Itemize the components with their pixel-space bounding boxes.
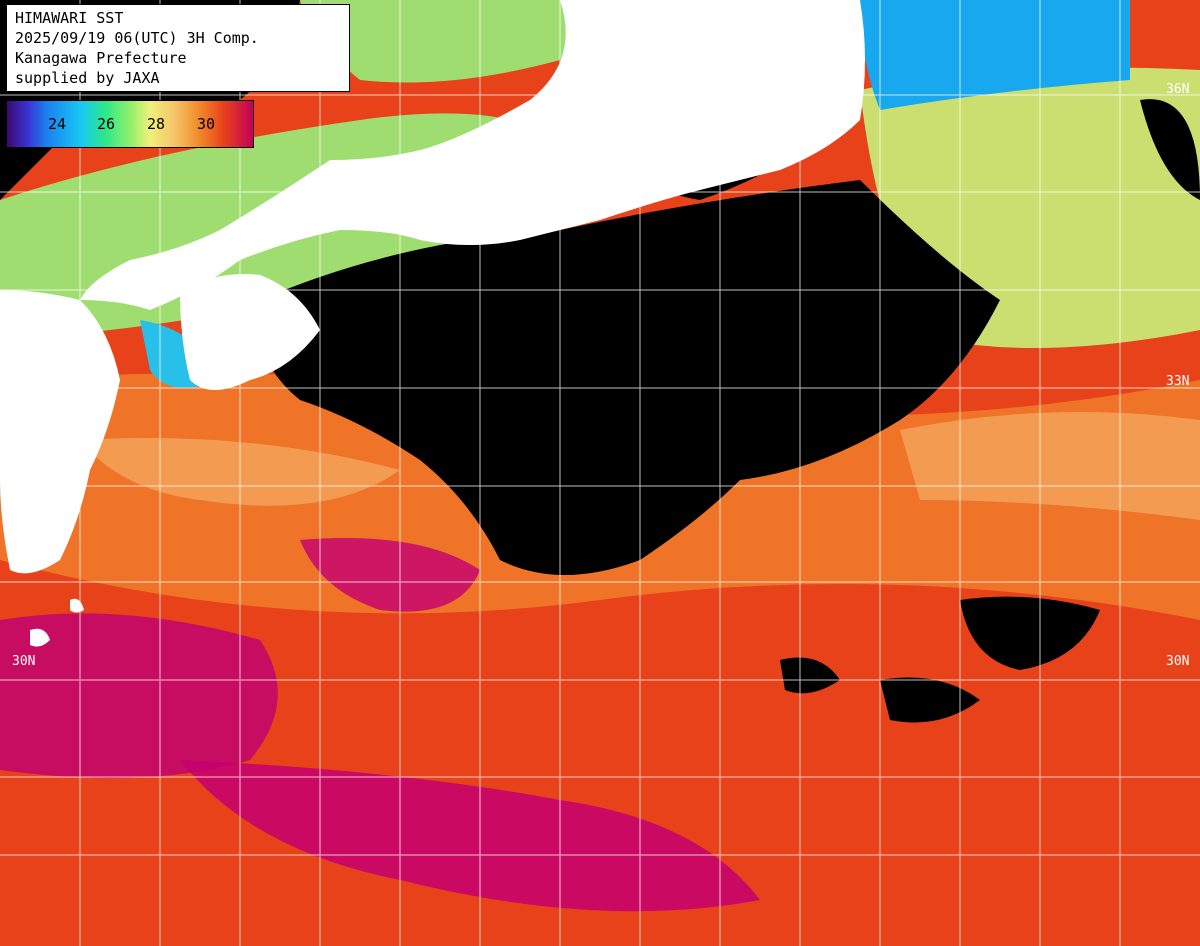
- hot-patch-west: [0, 613, 278, 778]
- hot-patch-center: [300, 538, 480, 612]
- land-island-south: [30, 628, 50, 647]
- lat-label-30n-right: 30N: [1166, 654, 1190, 669]
- colorbar-tick-28: 28: [146, 115, 166, 133]
- map-info-box: HIMAWARI SST 2025/09/19 06(UTC) 3H Comp.…: [6, 4, 350, 92]
- land-honshu: [80, 0, 865, 310]
- cold-water-northeast: [860, 0, 1130, 110]
- lat-label-30n-left: 30N: [12, 654, 36, 669]
- cloud-patch-east3: [780, 657, 840, 694]
- product-date: 2025/09/19 06(UTC) 3H Comp.: [15, 29, 259, 47]
- cloud-patch-east2: [880, 677, 980, 723]
- product-source: supplied by JAXA: [15, 69, 160, 87]
- colorbar-tick-26: 26: [96, 115, 116, 133]
- cloud-patch-east: [960, 596, 1100, 670]
- product-region: Kanagawa Prefecture: [15, 49, 187, 67]
- cloud-patch-far-east: [1140, 99, 1200, 200]
- lat-label-33n-left: 33N: [12, 374, 36, 389]
- lat-label-33n-right: 33N: [1166, 374, 1190, 389]
- product-title: HIMAWARI SST: [15, 9, 124, 27]
- hot-patch-south: [180, 760, 760, 912]
- land-kyushu: [0, 290, 120, 574]
- land-shikoku: [180, 274, 320, 390]
- temperature-colorbar: 24 26 28 30: [6, 100, 254, 148]
- colorbar-tick-24: 24: [47, 115, 67, 133]
- mild-patch-east: [900, 412, 1200, 520]
- lat-label-36n-right: 36N: [1166, 82, 1190, 97]
- cool-band-north: [300, 0, 600, 83]
- cloud-cover-main: [258, 180, 1000, 575]
- colorbar-tick-30: 30: [196, 115, 216, 133]
